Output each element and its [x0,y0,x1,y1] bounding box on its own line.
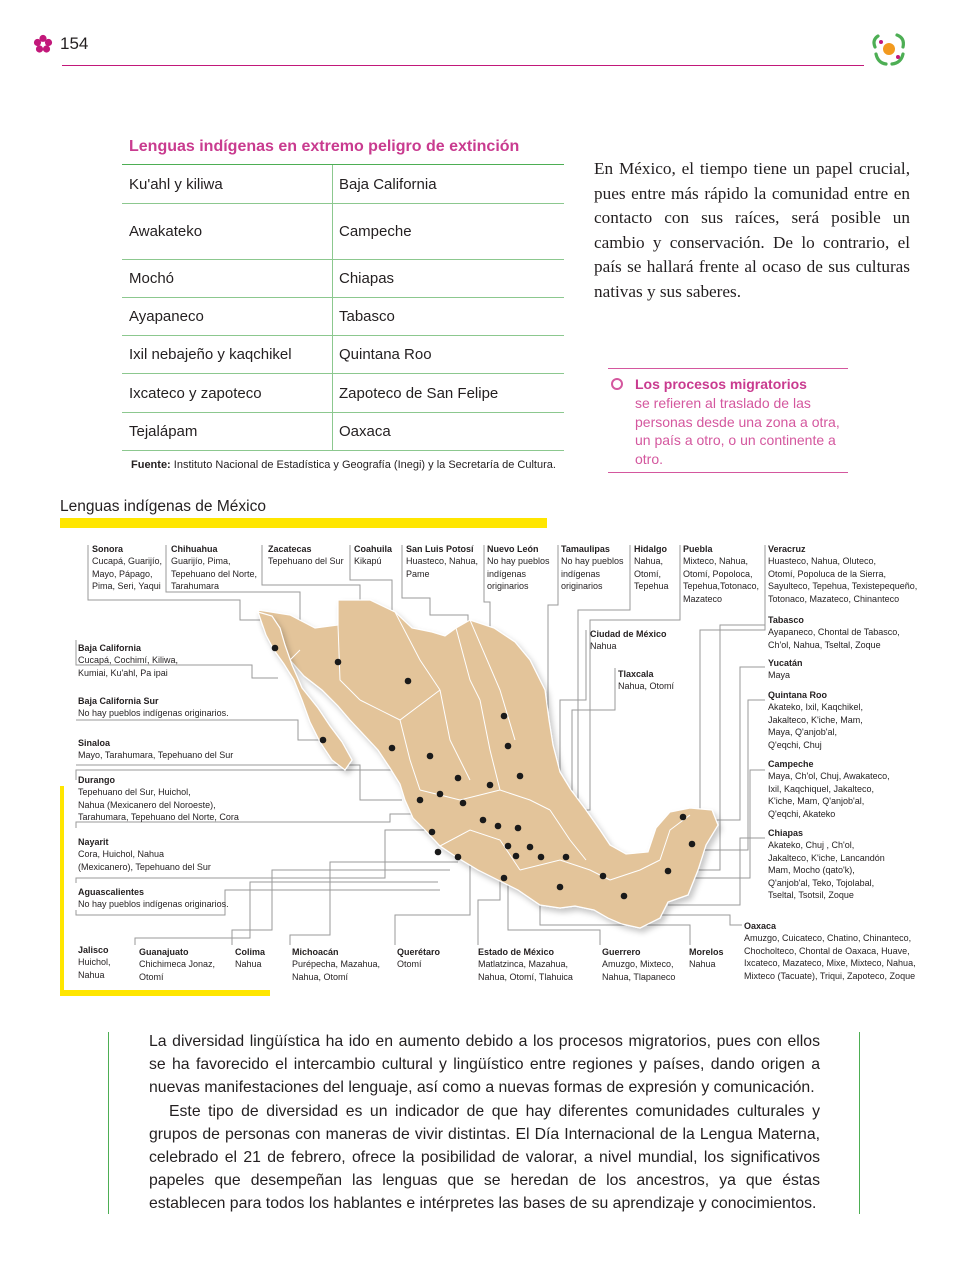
map-label-chihuahua: Chihuahua Guarijío, Pima, Tepehuano del No… [171,544,258,592]
source-text: Instituto Nacional de Estadística y Geog… [173,459,556,471]
map-label-guerrero: Guerrero Amuzgo, Mixteco, Nahua, Tlapaneco [602,947,676,982]
map-label-queretaro: Querétaro Otomí [397,947,441,970]
map-label-zacatecas: Zacatecas Tepehuano del Sur [268,544,344,567]
region-cell: Chiapas [339,270,395,287]
header-rule [62,65,864,66]
map-label-tamaulipas: Tamaulipas No hay pueblos indígenas origina… [561,544,624,592]
map-label-colima: Colima Nahua [235,947,266,970]
text-right-rule [859,1032,860,1214]
map-label-hidalgo: Hidalgo Nahua, Otomí, Tepehua [634,544,669,592]
map-label-aguascalientes: Aguascalientes No hay pueblos indígenas o… [78,887,229,910]
bullet-ring-icon [611,378,623,390]
map-label-tabasco: Tabasco Ayapaneco, Chontal de Tabasco, Ch'… [768,615,900,650]
language-cell: Awakateko [129,223,203,240]
circular-logo-icon [872,33,905,66]
map-label-yucatan: Yucatán Maya [768,658,803,681]
map-label-campeche: Campeche Maya, Ch'ol, Chuj, Awakateco, Ixi… [768,759,890,819]
state-borders [289,611,691,881]
body-paragraph: La diversidad lingüística ha ido en aume… [149,1033,820,1097]
mexico-map [75,545,766,945]
table-top-rule [122,164,564,165]
intro-paragraph: En México, el tiempo tiene un papel cruc… [594,159,910,301]
table-row: Awakateko Campeche [122,204,564,260]
map-label-michoacan: Michoacán Purépecha, Mazahua, Nahua, Otomí [292,947,381,982]
map-label-ciudad-de-mexico: Ciudad de México Nahua [590,629,667,652]
flower-ornament-icon [33,34,53,53]
map-label-quintana-roo: Quintana Roo Akateko, Ixil, Kaqchikel, Jak… [768,690,864,750]
map-label-puebla: Puebla Mixteco, Nahua, Otomí, Popoloca, Tep… [683,544,760,604]
language-cell: Ayapaneco [129,308,204,325]
glossary-term: Los procesos migratorios [635,376,807,392]
map-label-baja-california-sur: Baja California Sur No hay pueblos indíge… [78,696,229,719]
text-left-rule [108,1032,109,1214]
map-label-chiapas: Chiapas Akateko, Chuj , Ch'ol, Jakalteco, … [768,828,885,901]
table-row: Ixil nebajeño y kaqchikel Quintana Roo [122,336,564,374]
language-cell: Tejalápam [129,423,198,440]
baja-california-shape [257,611,353,771]
map-yellow-bottom-bar [60,990,270,996]
map-label-tlaxcala: Tlaxcala Nahua, Otomí [618,669,675,692]
map-label-estado-de-mexico: Estado de México Matlatzinca, Mazahua, Nah… [478,947,573,982]
map-label-jalisco: Jalisco Huichol, Nahua [78,945,111,980]
language-cell: Ku'ahl y kiliwa [129,176,223,193]
region-cell: Baja California [339,176,437,193]
map-label-oaxaca: Oaxaca Amuzgo, Cuicateco, Chatino, Chinan… [744,921,916,981]
map-label-coahuila: Coahuila Kikapú [354,544,393,567]
map-yellow-side-bar [60,786,64,996]
table-row: Ku'ahl y kiliwa Baja California [122,165,564,204]
map-label-baja-california: Baja California Cucapá, Cochimí, Kiliwa, K… [78,643,179,678]
glossary-bottom-rule [608,472,848,473]
page-number: 154 [60,34,89,53]
map-label-san-luis-potosi: San Luis Potosí Huasteco, Nahua, Pame [406,544,479,579]
body-text: La diversidad lingüística ha ido en aume… [149,1030,820,1216]
map-label-guanajuato: Guanajuato Chichimeca Jonaz, Otomí [139,947,216,982]
region-cell: Campeche [339,223,412,240]
glossary-top-rule [608,368,848,369]
mexico-land-shape [257,599,719,929]
table-row: Ixcateco y zapoteco Zapoteco de San Feli… [122,374,564,413]
table-row: Tejalápam Oaxaca [122,413,564,451]
language-cell: Ixil nebajeño y kaqchikel [129,346,292,363]
map-label-veracruz: Veracruz Huasteco, Nahua, Oluteco, Otomí, … [768,544,918,604]
region-cell: Quintana Roo [339,346,432,363]
map-label-sinaloa: Sinaloa Mayo, Tarahumara, Tepehuano del S… [78,738,234,761]
language-cell: Ixcateco y zapoteco [129,385,262,402]
region-cell: Tabasco [339,308,395,325]
source-label: Fuente: [131,459,171,471]
table-row: Ayapaneco Tabasco [122,298,564,336]
region-cell: Oaxaca [339,423,391,440]
language-cell: Mochó [129,270,175,287]
map-label-morelos: Morelos Nahua [689,947,724,970]
map-label-durango: Durango Tepehuano del Sur, Huichol, Nahua … [78,775,239,823]
table-title: Lenguas indígenas en extremo peligro de … [129,138,520,155]
region-cell: Zapoteco de San Felipe [339,385,499,402]
table-source: Fuente: Instituto Nacional de Estadístic… [131,459,556,471]
glossary-definition: se refieren al traslado de las personas … [635,395,840,467]
state-dots [271,644,696,900]
map-label-nuevo-leon: Nuevo León No hay pueblos indígenas origina… [487,544,550,592]
map-title: Lenguas indígenas de México [60,498,266,515]
map-yellow-bar [60,518,547,528]
map-label-sonora: Sonora Cucapá, Guarijío, Mayo, Pápago, Pima… [92,544,163,592]
table-row: Mochó Chiapas [122,260,564,298]
body-paragraph: Este tipo de diversidad es un indicador … [149,1102,820,1213]
map-label-nayarit: Nayarit Cora, Huichol, Nahua (Mexicanero),… [78,837,211,872]
